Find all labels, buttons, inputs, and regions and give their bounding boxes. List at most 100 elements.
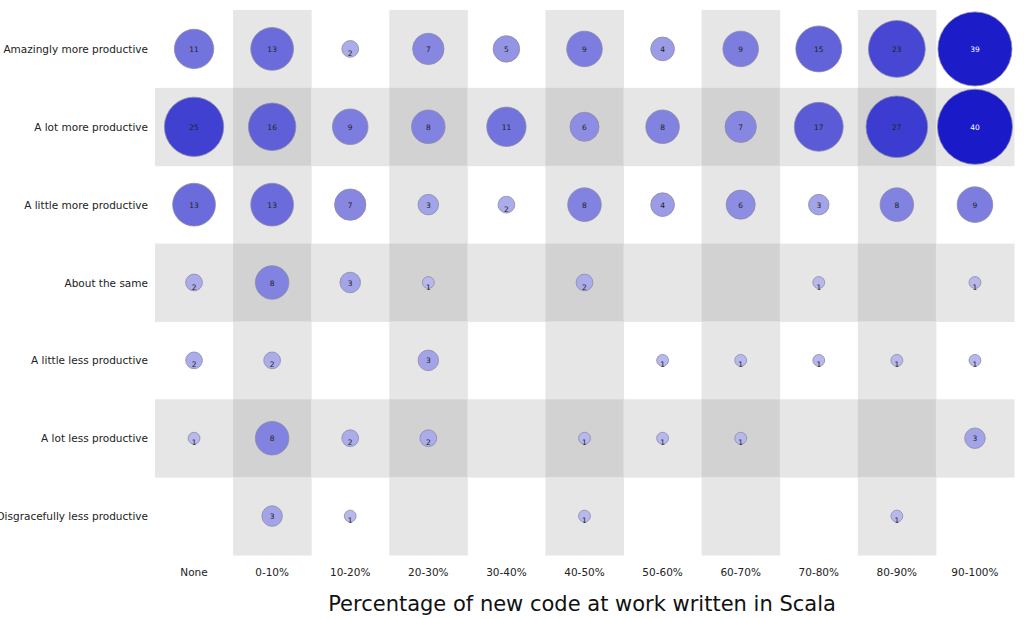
bubble <box>651 193 675 217</box>
bubble <box>957 187 993 223</box>
bubble <box>164 97 223 156</box>
data-label: 2 <box>426 438 431 447</box>
bubble <box>866 96 928 158</box>
bubble <box>174 29 213 68</box>
data-label: 3 <box>973 434 978 443</box>
data-label: 4 <box>660 201 665 210</box>
bubble <box>332 109 368 145</box>
grid-cell <box>858 166 937 244</box>
y-tick-label: A lot more productive <box>34 121 148 133</box>
bubble <box>880 188 914 222</box>
data-label: 1 <box>582 516 587 525</box>
x-tick-label: 60-70% <box>720 566 761 578</box>
grid-cell <box>624 244 703 322</box>
bubble <box>570 112 599 141</box>
data-label: 3 <box>426 201 431 210</box>
bubble <box>809 194 830 215</box>
data-label: 1 <box>660 438 665 447</box>
y-tick-label: Disgracefully less productive <box>0 510 148 522</box>
bubble <box>335 189 366 220</box>
y-tick-label: A little more productive <box>24 199 148 211</box>
data-label: 15 <box>814 45 824 54</box>
bubble <box>255 421 289 455</box>
bubble <box>342 430 359 447</box>
data-label: 2 <box>192 360 197 369</box>
data-label: 8 <box>426 123 431 132</box>
data-label: 1 <box>348 516 353 525</box>
grid-cell <box>389 88 468 166</box>
grid-cell <box>702 321 781 399</box>
data-label: 9 <box>738 45 743 54</box>
grid-cell <box>780 244 859 322</box>
bubble <box>723 31 759 67</box>
grid-cell <box>233 244 312 322</box>
data-label: 1 <box>738 360 743 369</box>
data-label: 8 <box>582 201 587 210</box>
grid-cell <box>545 88 624 166</box>
data-label: 1 <box>816 360 821 369</box>
y-tick-label: About the same <box>64 277 148 289</box>
data-label: 2 <box>348 49 353 58</box>
bubble <box>413 33 444 64</box>
grid-cell <box>233 88 312 166</box>
data-label: 5 <box>504 45 509 54</box>
data-label: 40 <box>970 123 980 132</box>
chart-root: Amazingly more productiveA lot more prod… <box>0 0 1024 619</box>
bubble <box>186 352 203 369</box>
x-tick-label: None <box>180 566 207 578</box>
data-label: 1 <box>894 360 899 369</box>
grid-cell <box>467 88 546 166</box>
grid-cell <box>780 399 859 477</box>
grid-cell <box>233 399 312 477</box>
data-label: 13 <box>267 45 277 54</box>
grid-cell <box>467 399 546 477</box>
bubble <box>248 103 295 150</box>
data-label: 7 <box>738 123 743 132</box>
bubble <box>567 31 603 67</box>
x-tick-label: 90-100% <box>951 566 998 578</box>
bubble <box>938 12 1012 86</box>
data-label: 1 <box>816 283 821 292</box>
data-label: 11 <box>189 45 199 54</box>
bubble <box>251 28 294 71</box>
grid-cell <box>624 399 703 477</box>
data-label: 2 <box>582 283 587 292</box>
grid-cell <box>389 399 468 477</box>
data-label: 1 <box>426 283 431 292</box>
grid-cell <box>858 399 937 477</box>
grid-cell <box>545 399 624 477</box>
x-tick-label: 70-80% <box>799 566 840 578</box>
data-label: 23 <box>892 45 902 54</box>
bubble <box>342 41 359 58</box>
data-label: 27 <box>892 123 902 132</box>
data-label: 3 <box>426 356 431 365</box>
data-label: 25 <box>189 123 199 132</box>
bubble <box>576 274 593 291</box>
data-label: 3 <box>270 512 275 521</box>
y-tick-label: A little less productive <box>31 354 148 366</box>
data-label: 1 <box>738 438 743 447</box>
grid-cell <box>858 244 937 322</box>
grid-cell <box>467 244 546 322</box>
data-label: 6 <box>582 123 587 132</box>
grid-cell <box>702 88 781 166</box>
data-label: 1 <box>192 438 197 447</box>
data-label: 2 <box>504 205 509 214</box>
grid-cell <box>155 399 234 477</box>
grid-cell <box>780 88 859 166</box>
bubble <box>262 506 283 527</box>
bubble <box>340 272 361 293</box>
grid-cell <box>233 166 312 244</box>
bubble <box>251 183 294 226</box>
data-label: 2 <box>270 360 275 369</box>
data-label: 2 <box>348 438 353 447</box>
grid-cell <box>389 166 468 244</box>
bubble <box>796 26 842 72</box>
grid-cell <box>858 477 937 555</box>
data-label: 8 <box>270 434 275 443</box>
grid-cell <box>702 244 781 322</box>
grid-cell <box>389 244 468 322</box>
grid-cell <box>233 321 312 399</box>
grid-cell <box>702 399 781 477</box>
grid-cell <box>545 244 624 322</box>
